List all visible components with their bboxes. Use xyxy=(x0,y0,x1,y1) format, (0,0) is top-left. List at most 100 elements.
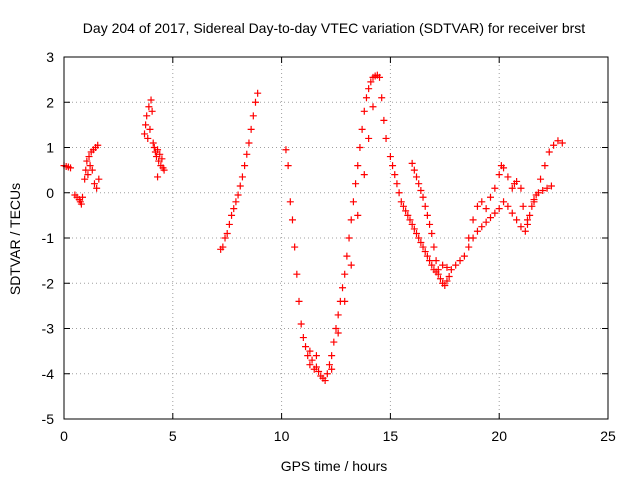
data-point-marker xyxy=(352,180,360,188)
data-point-marker xyxy=(219,243,227,251)
data-point-marker xyxy=(399,202,407,210)
data-point-marker xyxy=(421,202,429,210)
data-point-marker xyxy=(543,184,551,192)
data-point-marker xyxy=(230,205,238,213)
data-point-marker xyxy=(495,171,503,179)
data-point-marker xyxy=(517,223,525,231)
data-point-marker xyxy=(77,200,85,208)
data-point-marker xyxy=(144,134,152,142)
data-point-marker xyxy=(386,153,394,161)
data-point-marker xyxy=(362,94,370,102)
y-tick-label: 3 xyxy=(46,49,54,65)
data-point-marker xyxy=(452,261,460,269)
data-point-marker xyxy=(291,243,299,251)
x-tick-label: 25 xyxy=(600,428,616,444)
data-point-marker xyxy=(288,216,296,224)
data-point-marker xyxy=(293,270,301,278)
data-point-marker xyxy=(423,211,431,219)
data-point-marker xyxy=(365,134,373,142)
data-point-marker xyxy=(284,162,292,170)
data-point-marker xyxy=(86,162,94,170)
x-tick-label: 5 xyxy=(169,428,177,444)
data-point-marker xyxy=(460,252,468,260)
data-point-marker xyxy=(473,202,481,210)
data-point-marker xyxy=(154,146,162,154)
data-point-marker xyxy=(443,277,451,285)
data-point-marker xyxy=(465,243,473,251)
data-point-marker xyxy=(380,116,388,124)
data-point-marker xyxy=(308,356,316,364)
data-point-marker xyxy=(81,175,89,183)
data-point-marker xyxy=(141,130,149,138)
data-point-marker xyxy=(83,157,91,165)
data-point-marker xyxy=(428,229,436,237)
data-point-marker xyxy=(513,177,521,185)
data-point-marker xyxy=(360,171,368,179)
data-point-marker xyxy=(312,352,320,360)
data-point-marker xyxy=(297,320,305,328)
tick-layer xyxy=(63,56,609,420)
data-point-marker xyxy=(486,214,494,222)
data-point-marker xyxy=(426,220,434,228)
data-point-marker xyxy=(299,334,307,342)
data-point-marker xyxy=(341,270,349,278)
data-point-marker xyxy=(500,164,508,172)
data-point-marker xyxy=(376,73,384,81)
data-point-marker xyxy=(67,164,75,172)
data-point-marker xyxy=(251,98,259,106)
data-point-marker xyxy=(145,103,153,111)
data-point-marker xyxy=(328,352,336,360)
data-point-marker xyxy=(430,243,438,251)
data-point-marker xyxy=(441,282,449,290)
data-point-marker xyxy=(78,193,86,201)
data-point-marker xyxy=(415,234,423,242)
y-tick-label: 1 xyxy=(46,140,54,156)
y-tick-label: 0 xyxy=(46,185,54,201)
data-point-marker xyxy=(428,261,436,269)
data-point-marker xyxy=(500,198,508,206)
data-point-marker xyxy=(539,186,547,194)
data-point-marker xyxy=(146,125,154,133)
data-point-marker xyxy=(95,175,103,183)
data-point-marker xyxy=(534,189,542,197)
data-point-marker xyxy=(356,144,364,151)
data-point-marker xyxy=(330,338,338,346)
data-point-marker xyxy=(406,216,414,224)
data-point-marker xyxy=(295,297,303,305)
data-point-marker xyxy=(325,361,333,369)
data-point-marker xyxy=(413,173,421,181)
data-point-marker xyxy=(245,139,253,147)
y-axis-label: SDTVAR / TECUs xyxy=(7,183,23,295)
y-tick-label: -5 xyxy=(42,411,55,427)
data-point-marker xyxy=(369,103,377,111)
data-point-marker xyxy=(358,125,366,133)
x-tick-labels: 0 5 10 15 20 25 xyxy=(60,428,616,444)
data-point-marker xyxy=(410,225,418,233)
data-point-marker xyxy=(221,234,229,242)
data-point-marker xyxy=(306,361,314,369)
data-point-marker xyxy=(147,96,155,104)
data-point-marker xyxy=(410,166,418,174)
data-point-marker xyxy=(334,311,342,319)
data-point-marker xyxy=(306,347,314,355)
data-point-marker xyxy=(391,171,399,179)
y-tick-label: -1 xyxy=(42,230,55,246)
data-point-marker xyxy=(334,329,342,337)
data-point-marker xyxy=(417,239,425,247)
data-point-marker xyxy=(404,211,412,219)
data-point-marker xyxy=(328,365,336,373)
data-markers xyxy=(60,71,566,385)
data-point-marker xyxy=(365,85,373,93)
x-tick-label: 20 xyxy=(491,428,507,444)
data-point-marker xyxy=(413,229,421,237)
data-point-marker xyxy=(85,153,93,161)
data-point-marker xyxy=(93,184,101,192)
data-point-marker xyxy=(491,209,499,217)
data-point-marker xyxy=(382,134,390,142)
data-point-marker xyxy=(347,216,355,224)
grid-layer xyxy=(64,57,608,419)
data-point-marker xyxy=(243,150,251,158)
data-point-marker xyxy=(339,284,347,292)
